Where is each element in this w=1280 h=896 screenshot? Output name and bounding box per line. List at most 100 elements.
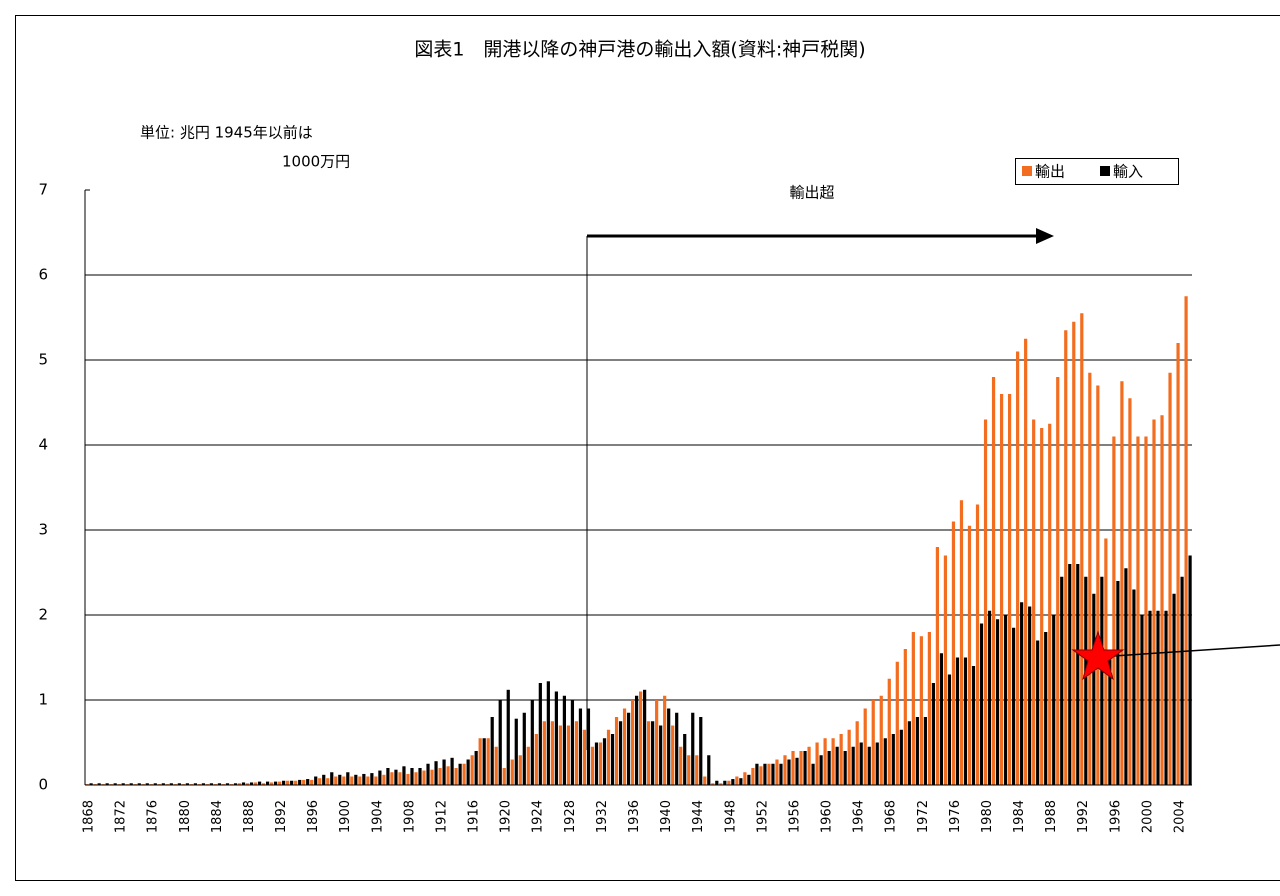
bar <box>767 764 770 785</box>
bar <box>603 738 606 785</box>
bar <box>787 760 790 786</box>
bar <box>832 738 835 785</box>
bar <box>258 782 261 785</box>
bar <box>1132 590 1135 786</box>
bar <box>932 683 935 785</box>
x-tick-label: 1868 <box>82 800 97 833</box>
x-tick-label: 1976 <box>948 800 963 833</box>
bar <box>872 700 875 785</box>
bar <box>515 719 518 785</box>
bar <box>475 751 478 785</box>
bar <box>591 747 594 785</box>
bar <box>310 780 313 785</box>
bar <box>968 526 971 785</box>
x-tick-label: 1968 <box>884 800 899 833</box>
bar <box>824 738 827 785</box>
x-tick-label: 1936 <box>627 800 642 833</box>
x-tick-label: 1892 <box>274 800 289 833</box>
bar <box>559 726 562 786</box>
bar <box>298 780 301 785</box>
bar <box>426 764 429 785</box>
bar <box>398 772 401 785</box>
bar <box>1036 641 1039 786</box>
bar <box>755 764 758 785</box>
bar <box>739 778 742 785</box>
y-tick-label: 1 <box>38 691 48 709</box>
bar <box>1144 437 1147 786</box>
legend-swatch <box>1100 166 1110 176</box>
bar <box>342 777 345 786</box>
bar <box>294 781 297 785</box>
bar <box>563 696 566 785</box>
bar <box>964 658 967 786</box>
bar <box>699 717 702 785</box>
bar <box>503 768 506 785</box>
bar <box>659 726 662 786</box>
bar <box>1156 611 1159 785</box>
x-tick-label: 1972 <box>916 800 931 833</box>
bar <box>679 747 682 785</box>
bar <box>1112 437 1115 786</box>
y-tick-label: 0 <box>38 776 48 794</box>
x-tick-label: 1988 <box>1044 800 1059 833</box>
bar <box>314 777 317 786</box>
bar <box>956 658 959 786</box>
bar <box>511 760 514 786</box>
bar <box>799 751 802 785</box>
bar <box>639 692 642 786</box>
bar <box>362 774 365 785</box>
bar <box>1028 607 1031 786</box>
bar <box>547 681 550 785</box>
x-tick-label: 1932 <box>595 800 610 833</box>
bar <box>527 747 530 785</box>
bar <box>1188 556 1191 786</box>
bar <box>587 709 590 786</box>
bar <box>651 721 654 785</box>
bar <box>803 751 806 785</box>
x-tick-label: 1896 <box>306 800 321 833</box>
x-tick-label: 1876 <box>146 800 161 833</box>
bar <box>1100 577 1103 785</box>
bar <box>992 377 995 785</box>
bar <box>663 696 666 785</box>
bar <box>358 777 361 786</box>
bar <box>627 713 630 785</box>
bar <box>683 734 686 785</box>
bar <box>1004 615 1007 785</box>
x-tick-label: 1996 <box>1108 800 1123 833</box>
bar <box>414 772 417 785</box>
bar <box>920 636 923 785</box>
bar <box>619 721 622 785</box>
bar <box>539 683 542 785</box>
bar <box>286 781 289 785</box>
bar <box>282 781 285 785</box>
bar <box>631 700 634 785</box>
bar <box>326 778 329 785</box>
bar <box>583 730 586 785</box>
chart-title: 図表1 開港以降の神戸港の輸出入額(資料:神戸税関) <box>414 39 865 61</box>
x-tick-label: 1916 <box>467 800 482 833</box>
x-tick-label: 1956 <box>787 800 802 833</box>
bar <box>607 730 610 785</box>
bar <box>819 755 822 785</box>
bar <box>374 777 377 786</box>
bar <box>980 624 983 786</box>
bar <box>775 760 778 786</box>
bar <box>1172 594 1175 785</box>
x-tick-label: 1992 <box>1076 800 1091 833</box>
bar <box>703 777 706 786</box>
annotation: 輸出超 <box>789 184 834 202</box>
x-tick-label: 1912 <box>434 800 449 833</box>
bar <box>266 782 269 785</box>
x-tick-label: 1948 <box>723 800 738 833</box>
bar <box>1184 296 1187 785</box>
bar <box>551 721 554 785</box>
y-tick-label: 4 <box>38 436 48 454</box>
bar <box>555 692 558 786</box>
bar <box>519 755 522 785</box>
bar <box>940 653 943 785</box>
bar <box>571 700 574 785</box>
bar <box>972 666 975 785</box>
bar <box>1016 352 1019 786</box>
bar <box>418 768 421 785</box>
